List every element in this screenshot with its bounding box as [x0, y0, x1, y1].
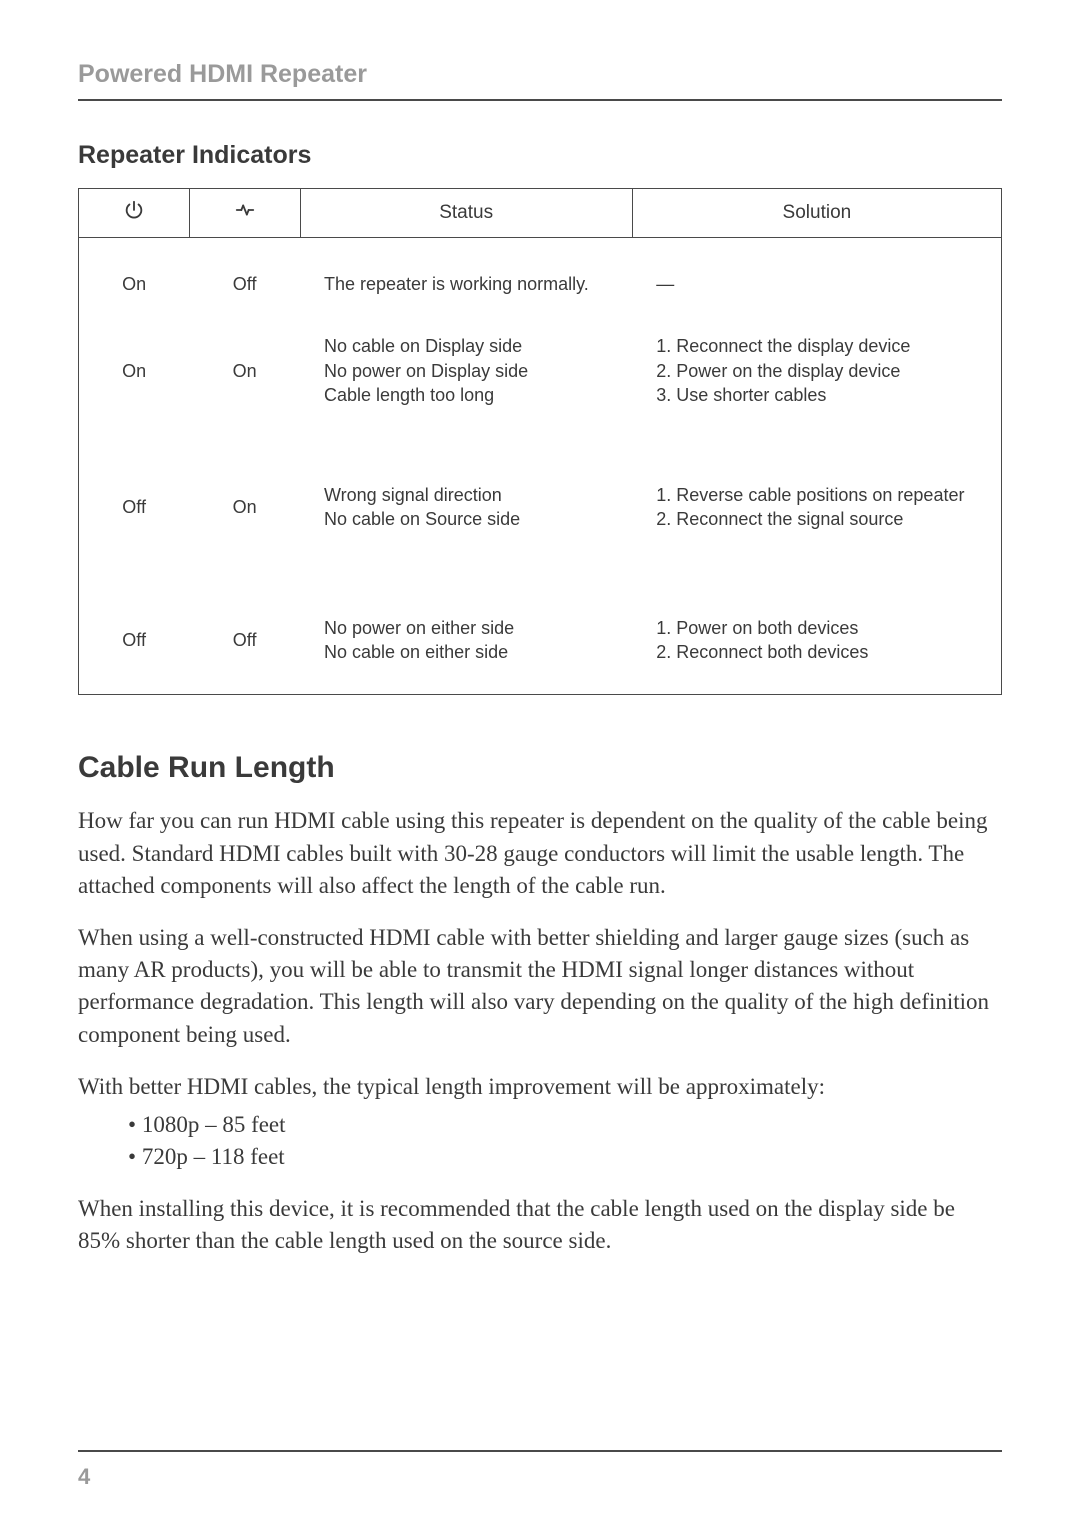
table-row: Off On Wrong signal directionNo cable on… — [79, 429, 1002, 586]
body-paragraph: When using a well-constructed HDMI cable… — [78, 922, 1002, 1051]
cell-signal: On — [189, 429, 300, 586]
signal-icon — [234, 205, 256, 226]
specs-list: 1080p – 85 feet 720p – 118 feet — [78, 1109, 1002, 1173]
cell-status: The repeater is working normally. — [300, 238, 632, 313]
table-row: Off Off No power on either sideNo cable … — [79, 586, 1002, 695]
cell-signal: Off — [189, 238, 300, 313]
page-header: Powered HDMI Repeater — [78, 60, 1002, 101]
cell-solution: — — [632, 238, 1001, 313]
column-header-solution: Solution — [632, 189, 1001, 238]
cell-power: Off — [79, 429, 190, 586]
list-item: 720p – 118 feet — [128, 1141, 1002, 1173]
table-row: On On No cable on Display sideNo power o… — [79, 312, 1002, 429]
cell-status: Wrong signal directionNo cable on Source… — [300, 429, 632, 586]
column-header-status: Status — [300, 189, 632, 238]
cell-power: Off — [79, 586, 190, 695]
cell-status: No cable on Display sideNo power on Disp… — [300, 312, 632, 429]
column-header-power — [79, 189, 190, 238]
indicators-table: Status Solution On Off The repeater is w… — [78, 188, 1002, 695]
body-paragraph: With better HDMI cables, the typical len… — [78, 1071, 1002, 1103]
list-item: 1080p – 85 feet — [128, 1109, 1002, 1141]
section-heading-cable-run-length: Cable Run Length — [78, 751, 1002, 785]
table-header-row: Status Solution — [79, 189, 1002, 238]
column-header-signal — [189, 189, 300, 238]
body-paragraph: When installing this device, it is recom… — [78, 1193, 1002, 1257]
cell-power: On — [79, 312, 190, 429]
table-row: On Off The repeater is working normally.… — [79, 238, 1002, 313]
footer-rule — [78, 1450, 1002, 1452]
page-number: 4 — [78, 1464, 90, 1490]
cell-status: No power on either sideNo cable on eithe… — [300, 586, 632, 695]
power-icon — [123, 205, 145, 226]
cell-signal: On — [189, 312, 300, 429]
section-heading-indicators: Repeater Indicators — [78, 141, 1002, 170]
body-paragraph: How far you can run HDMI cable using thi… — [78, 805, 1002, 902]
cell-solution: 1. Reconnect the display device2. Power … — [632, 312, 1001, 429]
cell-solution: 1. Reverse cable positions on repeater2.… — [632, 429, 1001, 586]
cell-power: On — [79, 238, 190, 313]
cell-solution: 1. Power on both devices2. Reconnect bot… — [632, 586, 1001, 695]
cell-signal: Off — [189, 586, 300, 695]
